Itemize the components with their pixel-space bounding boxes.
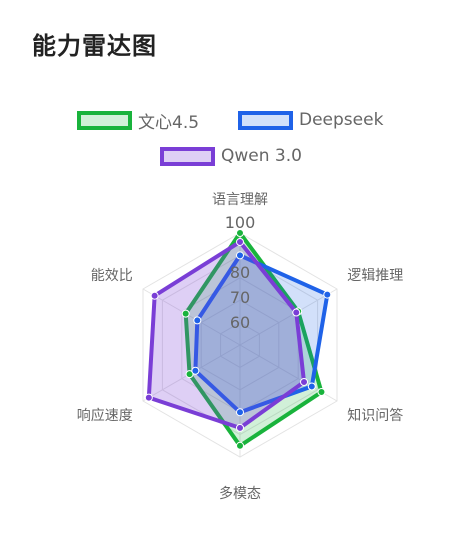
data-point — [150, 291, 159, 300]
data-point — [185, 370, 194, 379]
grid-spoke — [239, 288, 338, 346]
data-point — [236, 423, 244, 432]
data-point — [300, 377, 309, 386]
data-point — [181, 309, 190, 318]
data-point — [193, 316, 202, 325]
data-point — [317, 388, 326, 397]
legend-item-wenxin[interactable]: 文心4.5 — [77, 106, 199, 134]
axis-label: 多模态 — [219, 485, 261, 502]
grid-spoke — [142, 288, 241, 346]
legend-swatch — [238, 110, 293, 130]
data-point — [323, 290, 332, 299]
axis-label: 逻辑推理 — [347, 268, 403, 284]
series-area — [146, 239, 307, 430]
chart-title: 能力雷达图 — [32, 32, 157, 60]
legend-label: 文心4.5 — [138, 112, 200, 133]
legend-label: Deepseek — [299, 110, 384, 130]
legend-label: Qwen 3.0 — [221, 146, 302, 166]
legend-item-qwen[interactable]: Qwen 3.0 — [160, 142, 302, 170]
data-point — [292, 308, 301, 317]
axis-label: 能效比 — [91, 268, 133, 284]
data-point — [191, 366, 200, 375]
tick-label: 100 — [225, 213, 256, 232]
data-point — [236, 229, 244, 237]
data-point — [236, 441, 244, 450]
data-point — [236, 237, 244, 246]
axis-label: 知识问答 — [347, 407, 403, 424]
data-point — [307, 382, 316, 391]
legend-item-deepseek[interactable]: Deepseek — [238, 106, 383, 134]
axis-label: 语言理解 — [212, 192, 268, 208]
tick-label: 80 — [230, 263, 250, 282]
legend: 文心4.5 Deepseek Qwen 3.0 — [0, 106, 459, 176]
data-point — [236, 251, 244, 260]
data-point — [236, 408, 244, 417]
legend-swatch — [160, 146, 215, 166]
tick-label: 60 — [230, 313, 250, 332]
axis-label: 响应速度 — [77, 407, 133, 424]
legend-swatch — [77, 110, 132, 130]
data-point — [144, 393, 153, 402]
tick-label: 70 — [230, 288, 250, 307]
